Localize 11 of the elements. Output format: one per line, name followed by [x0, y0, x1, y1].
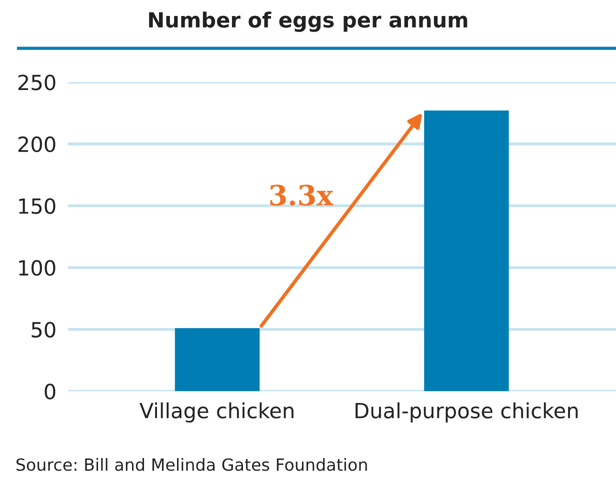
- y-tick-label: 100: [19, 260, 56, 276]
- y-tick-label: 200: [18, 136, 56, 152]
- chart-title: Number of eggs per annum: [149, 12, 468, 32]
- source-note: Source: Bill and Melinda Gates Foundation: [16, 458, 367, 471]
- y-tick-label: 150: [19, 198, 56, 214]
- y-tick-label: 0: [44, 384, 56, 400]
- y-tick-label: 250: [18, 74, 56, 90]
- y-tick-label: 50: [32, 322, 56, 338]
- x-tick-label: Village chicken: [140, 402, 294, 423]
- annotation: 3.3x: [270, 184, 334, 206]
- x-tick-label: Dual-purpose chicken: [356, 402, 578, 423]
